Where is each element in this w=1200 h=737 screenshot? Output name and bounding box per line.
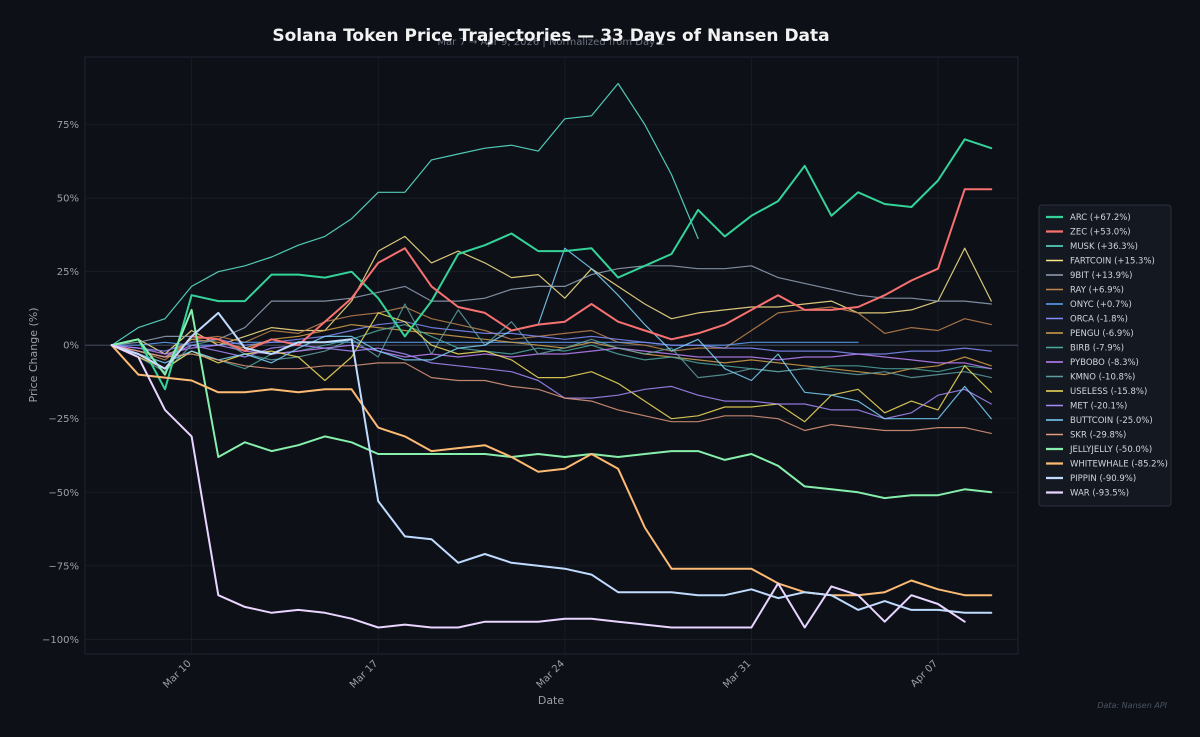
x-tick-label: Mar 10 <box>161 658 193 690</box>
series-group <box>110 82 993 629</box>
y-tick-label: 0% <box>63 341 79 352</box>
legend-label-pengu: PENGU (-6.9%) <box>1070 329 1134 339</box>
legend-label-9bit: 9BIT (+13.9%) <box>1070 271 1132 281</box>
y-axis-label: Price Change (%) <box>27 308 40 403</box>
legend-label-useless: USELESS (-15.8%) <box>1070 387 1147 397</box>
legend-label-met: MET (-20.1%) <box>1070 402 1127 412</box>
legend-label-onyc: ONYC (+0.7%) <box>1070 300 1132 310</box>
chart-title: Solana Token Price Trajectories — 33 Day… <box>272 26 829 46</box>
y-tick-label: 25% <box>57 267 79 278</box>
series-line-war <box>110 344 966 629</box>
legend-label-fartcoin: FARTCOIN (+15.3%) <box>1070 257 1155 267</box>
x-tick-label: Mar 31 <box>721 658 753 690</box>
legend-box <box>1038 204 1172 507</box>
x-tick-label: Mar 24 <box>535 658 567 690</box>
legend-label-war: WAR (-93.5%) <box>1070 489 1129 499</box>
series-line-whitewhale <box>110 344 993 597</box>
legend-label-pybobo: PYBOBO (-8.3%) <box>1070 358 1139 368</box>
source-note: Data: Nansen API <box>1097 701 1167 710</box>
series-line-met <box>111 344 992 420</box>
grid <box>85 57 1018 654</box>
series-line-skr <box>111 344 992 434</box>
x-tick-label: Mar 17 <box>348 658 380 690</box>
legend-label-zec: ZEC (+53.0%) <box>1070 228 1131 238</box>
legend: ARC (+67.2%) ZEC (+53.0%) MUSK (+36.3%) FAR… <box>1038 204 1172 507</box>
series-line-pippin <box>110 311 993 614</box>
chart-subtitle: Mar 7 → Apr 9, 2026 | Normalized from Da… <box>437 37 664 48</box>
y-tick-label: −25% <box>48 414 79 425</box>
legend-label-skr: SKR (-29.8%) <box>1070 431 1126 441</box>
y-ticks: 75% 50% 25% 0% −25% −50% −75% −100% <box>42 120 79 646</box>
legend-label-whitewhale: WHITEWHALE (-85.2%) <box>1070 460 1168 470</box>
y-tick-label: −100% <box>42 635 79 646</box>
series-line-arc <box>110 138 993 391</box>
series-line-musk <box>111 82 699 346</box>
x-axis-label: Date <box>538 694 565 707</box>
x-ticks: Mar 10 Mar 17 Mar 24 Mar 31 Apr 07 <box>161 658 940 690</box>
y-tick-label: 75% <box>57 120 79 131</box>
series-line-ray <box>111 306 992 361</box>
y-tick-label: −50% <box>48 488 79 499</box>
legend-label-jellyjelly: JELLYJELLY (-50.0%) <box>1069 445 1152 455</box>
series-line-birb <box>111 324 992 373</box>
series-line-buttcoin <box>111 247 992 420</box>
x-tick-label: Apr 07 <box>909 658 940 689</box>
series-line-jellyjelly <box>110 308 993 500</box>
legend-label-ray: RAY (+6.9%) <box>1070 286 1124 296</box>
legend-label-kmno: KMNO (-10.8%) <box>1070 373 1135 383</box>
legend-label-birb: BIRB (-7.9%) <box>1070 344 1124 354</box>
y-tick-label: 50% <box>57 194 79 205</box>
legend-label-musk: MUSK (+36.3%) <box>1070 242 1138 252</box>
y-tick-label: −75% <box>48 561 79 572</box>
series-line-kmno <box>111 303 992 379</box>
legend-label-buttcoin: BUTTCOIN (-25.0%) <box>1070 416 1153 426</box>
legend-label-orca: ORCA (-1.8%) <box>1070 315 1128 325</box>
legend-label-arc: ARC (+67.2%) <box>1070 213 1131 223</box>
series-line-pengu <box>111 324 992 376</box>
legend-label-pippin: PIPPIN (-90.9%) <box>1070 474 1136 484</box>
plot-area <box>84 56 1019 655</box>
series-line-zec <box>110 188 993 370</box>
